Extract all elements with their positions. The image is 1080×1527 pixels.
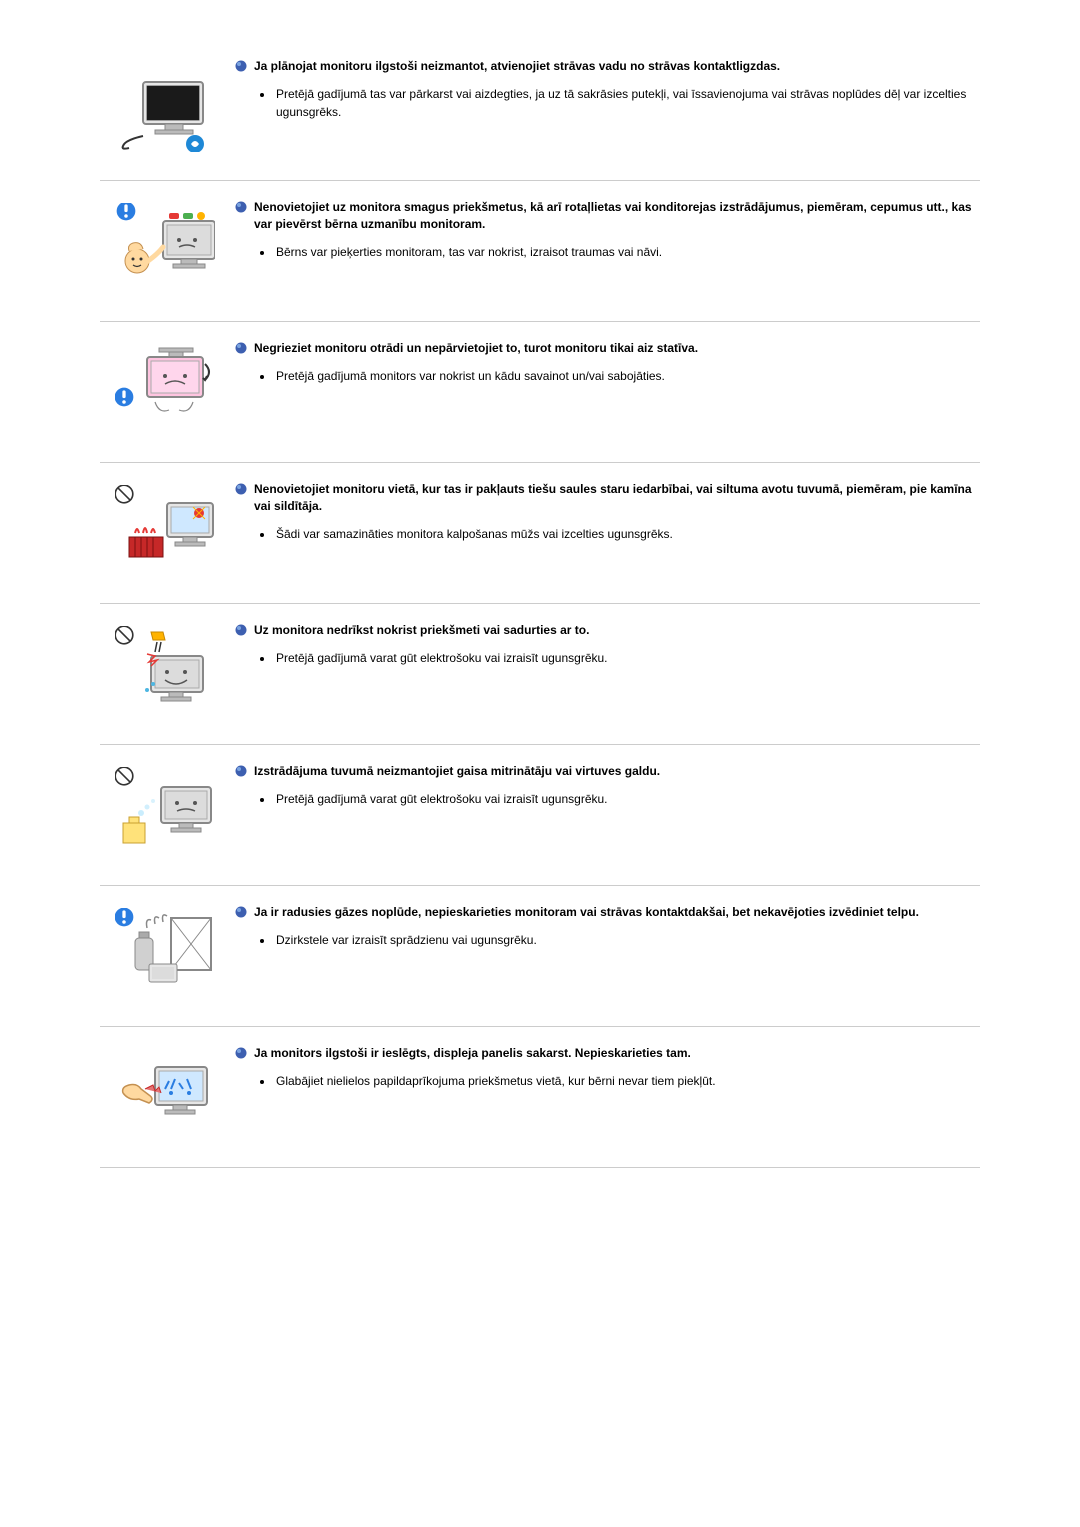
section-text: Negrieziet monitoru otrādi un nepārvieto… — [230, 340, 980, 385]
section-detail: Pretējā gadījumā monitors var nokrist un… — [274, 367, 980, 385]
section-text: Uz monitora nedrīkst nokrist priekšmeti … — [230, 622, 980, 667]
section-detail-list: Pretējā gadījumā tas var pārkarst vai ai… — [234, 85, 980, 121]
section-detail-list: Pretējā gadījumā varat gūt elektrošoku v… — [234, 649, 980, 667]
section-heading: Ja ir radusies gāzes noplūde, nepieskari… — [254, 904, 919, 921]
section-illustration — [100, 58, 230, 152]
bullet-icon — [234, 59, 248, 73]
safety-section: Nenovietojiet uz monitora smagus priekšm… — [100, 181, 980, 322]
section-heading: Nenovietojiet uz monitora smagus priekšm… — [254, 199, 980, 233]
section-illustration — [100, 763, 230, 857]
section-illustration — [100, 904, 230, 998]
section-detail-list: Glabājiet nielielos papildaprīkojuma pri… — [234, 1072, 980, 1090]
bullet-icon — [234, 623, 248, 637]
section-detail-list: Pretējā gadījumā monitors var nokrist un… — [234, 367, 980, 385]
bullet-icon — [234, 200, 248, 214]
section-detail-list: Dzirkstele var izraisīt sprādzienu vai u… — [234, 931, 980, 949]
section-heading: Ja plānojat monitoru ilgstoši neizmantot… — [254, 58, 780, 75]
bullet-icon — [234, 341, 248, 355]
section-detail: Pretējā gadījumā varat gūt elektrošoku v… — [274, 790, 980, 808]
section-detail-list: Šādi var samazināties monitora kalpošana… — [234, 525, 980, 543]
safety-section: Ja ir radusies gāzes noplūde, nepieskari… — [100, 886, 980, 1027]
safety-section: Nenovietojiet monitoru vietā, kur tas ir… — [100, 463, 980, 604]
section-heading: Nenovietojiet monitoru vietā, kur tas ir… — [254, 481, 980, 515]
bullet-icon — [234, 482, 248, 496]
section-heading: Izstrādājuma tuvumā neizmantojiet gaisa … — [254, 763, 660, 780]
section-detail: Pretējā gadījumā tas var pārkarst vai ai… — [274, 85, 980, 121]
bullet-icon — [234, 1046, 248, 1060]
bullet-icon — [234, 764, 248, 778]
safety-section: Izstrādājuma tuvumā neizmantojiet gaisa … — [100, 745, 980, 886]
section-detail: Glabājiet nielielos papildaprīkojuma pri… — [274, 1072, 980, 1090]
section-text: Ja ir radusies gāzes noplūde, nepieskari… — [230, 904, 980, 949]
section-detail-list: Bērns var pieķerties monitoram, tas var … — [234, 243, 980, 261]
section-illustration — [100, 622, 230, 716]
section-text: Izstrādājuma tuvumā neizmantojiet gaisa … — [230, 763, 980, 808]
safety-section: Negrieziet monitoru otrādi un nepārvieto… — [100, 322, 980, 463]
section-text: Nenovietojiet uz monitora smagus priekšm… — [230, 199, 980, 261]
section-illustration — [100, 1045, 230, 1139]
safety-section: Ja monitors ilgstoši ir ieslēgts, disple… — [100, 1027, 980, 1168]
section-detail: Dzirkstele var izraisīt sprādzienu vai u… — [274, 931, 980, 949]
section-detail: Bērns var pieķerties monitoram, tas var … — [274, 243, 980, 261]
section-detail: Šādi var samazināties monitora kalpošana… — [274, 525, 980, 543]
section-detail: Pretējā gadījumā varat gūt elektrošoku v… — [274, 649, 980, 667]
section-heading: Uz monitora nedrīkst nokrist priekšmeti … — [254, 622, 589, 639]
safety-instructions-page: Ja plānojat monitoru ilgstoši neizmantot… — [0, 0, 1080, 1527]
section-text: Nenovietojiet monitoru vietā, kur tas ir… — [230, 481, 980, 543]
safety-section: Ja plānojat monitoru ilgstoši neizmantot… — [100, 40, 980, 181]
section-heading: Ja monitors ilgstoši ir ieslēgts, disple… — [254, 1045, 691, 1062]
safety-section: Uz monitora nedrīkst nokrist priekšmeti … — [100, 604, 980, 745]
section-illustration — [100, 481, 230, 575]
section-text: Ja plānojat monitoru ilgstoši neizmantot… — [230, 58, 980, 121]
bullet-icon — [234, 905, 248, 919]
section-detail-list: Pretējā gadījumā varat gūt elektrošoku v… — [234, 790, 980, 808]
section-illustration — [100, 199, 230, 293]
section-text: Ja monitors ilgstoši ir ieslēgts, disple… — [230, 1045, 980, 1090]
section-illustration — [100, 340, 230, 434]
section-heading: Negrieziet monitoru otrādi un nepārvieto… — [254, 340, 698, 357]
